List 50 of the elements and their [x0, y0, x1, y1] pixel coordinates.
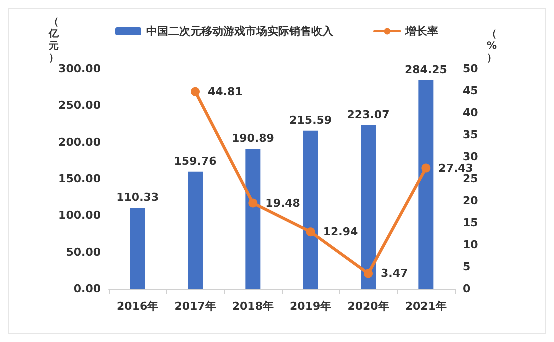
y-tick-label: 0.00: [74, 282, 102, 296]
point: [306, 228, 316, 237]
data-label: 110.33: [116, 191, 160, 204]
point: [191, 87, 200, 96]
x-tick-label: 2018年: [232, 300, 274, 313]
data-label: 19.48: [266, 196, 300, 210]
point: [422, 164, 431, 173]
x-tick-label: 2019年: [290, 300, 332, 313]
y2-tick-label: 25: [463, 172, 478, 186]
bar: [418, 80, 434, 289]
data-label: 27.43: [438, 162, 474, 175]
y-tick-label: 250.00: [58, 99, 102, 112]
y2-tick-label: 10: [463, 238, 479, 252]
y2-tick-label: 45: [463, 84, 478, 98]
data-label: 215.59: [290, 114, 332, 127]
y-tick-label: 150.00: [58, 172, 102, 186]
data-label: 44.81: [208, 85, 243, 98]
bar: [188, 172, 203, 289]
x-tick-label: 2017年: [174, 300, 216, 313]
y2-tick-label: 35: [463, 128, 478, 142]
bar: [130, 208, 146, 289]
point: [248, 198, 258, 208]
data-label: 12.94: [323, 226, 358, 239]
y2-tick-label: 5: [463, 260, 471, 274]
y2-tick-label: 40: [463, 106, 479, 120]
bar: [361, 125, 376, 289]
legend-label: 中国二次元移动游戏市场实际销售收入: [146, 25, 334, 38]
data-label: 3.47: [381, 267, 408, 280]
y-tick-label: 300.00: [58, 62, 102, 76]
legend-label: 增长率: [404, 25, 438, 38]
y2-tick-label: 15: [463, 216, 478, 230]
y2-tick-label: 0: [463, 282, 471, 296]
x-tick-label: 2021年: [405, 300, 447, 313]
y2-tick-label: 20: [463, 194, 479, 208]
data-label: 223.07: [347, 108, 390, 122]
bar: [246, 149, 261, 289]
y-tick-label: 100.00: [58, 209, 102, 222]
data-label: 190.89: [232, 132, 274, 146]
y2-tick-label: 50: [463, 62, 479, 76]
y-tick-label: 200.00: [58, 136, 102, 149]
x-tick-label: 2016年: [117, 300, 159, 313]
y2-axis-title: （%）: [487, 29, 498, 64]
point: [364, 269, 373, 278]
y-tick-label: 50.00: [66, 246, 102, 259]
y-axis-title: （亿元）: [48, 17, 60, 64]
data-label: 159.76: [174, 154, 218, 168]
data-label: 284.25: [404, 64, 448, 77]
bar: [303, 130, 318, 289]
x-tick-label: 2020年: [348, 300, 390, 313]
y2-tick-label: 30: [463, 150, 479, 164]
